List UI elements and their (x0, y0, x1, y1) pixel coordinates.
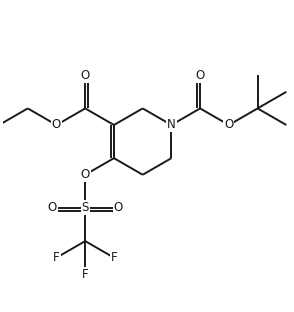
Text: F: F (111, 251, 117, 264)
Text: O: O (196, 69, 205, 82)
Text: O: O (114, 202, 123, 214)
Text: O: O (47, 202, 57, 214)
Text: O: O (224, 119, 233, 131)
Text: O: O (81, 69, 90, 82)
Text: O: O (52, 119, 61, 131)
Text: F: F (82, 268, 88, 281)
Text: O: O (81, 168, 90, 181)
Text: N: N (167, 119, 176, 131)
Text: F: F (53, 251, 60, 264)
Text: S: S (81, 202, 89, 214)
